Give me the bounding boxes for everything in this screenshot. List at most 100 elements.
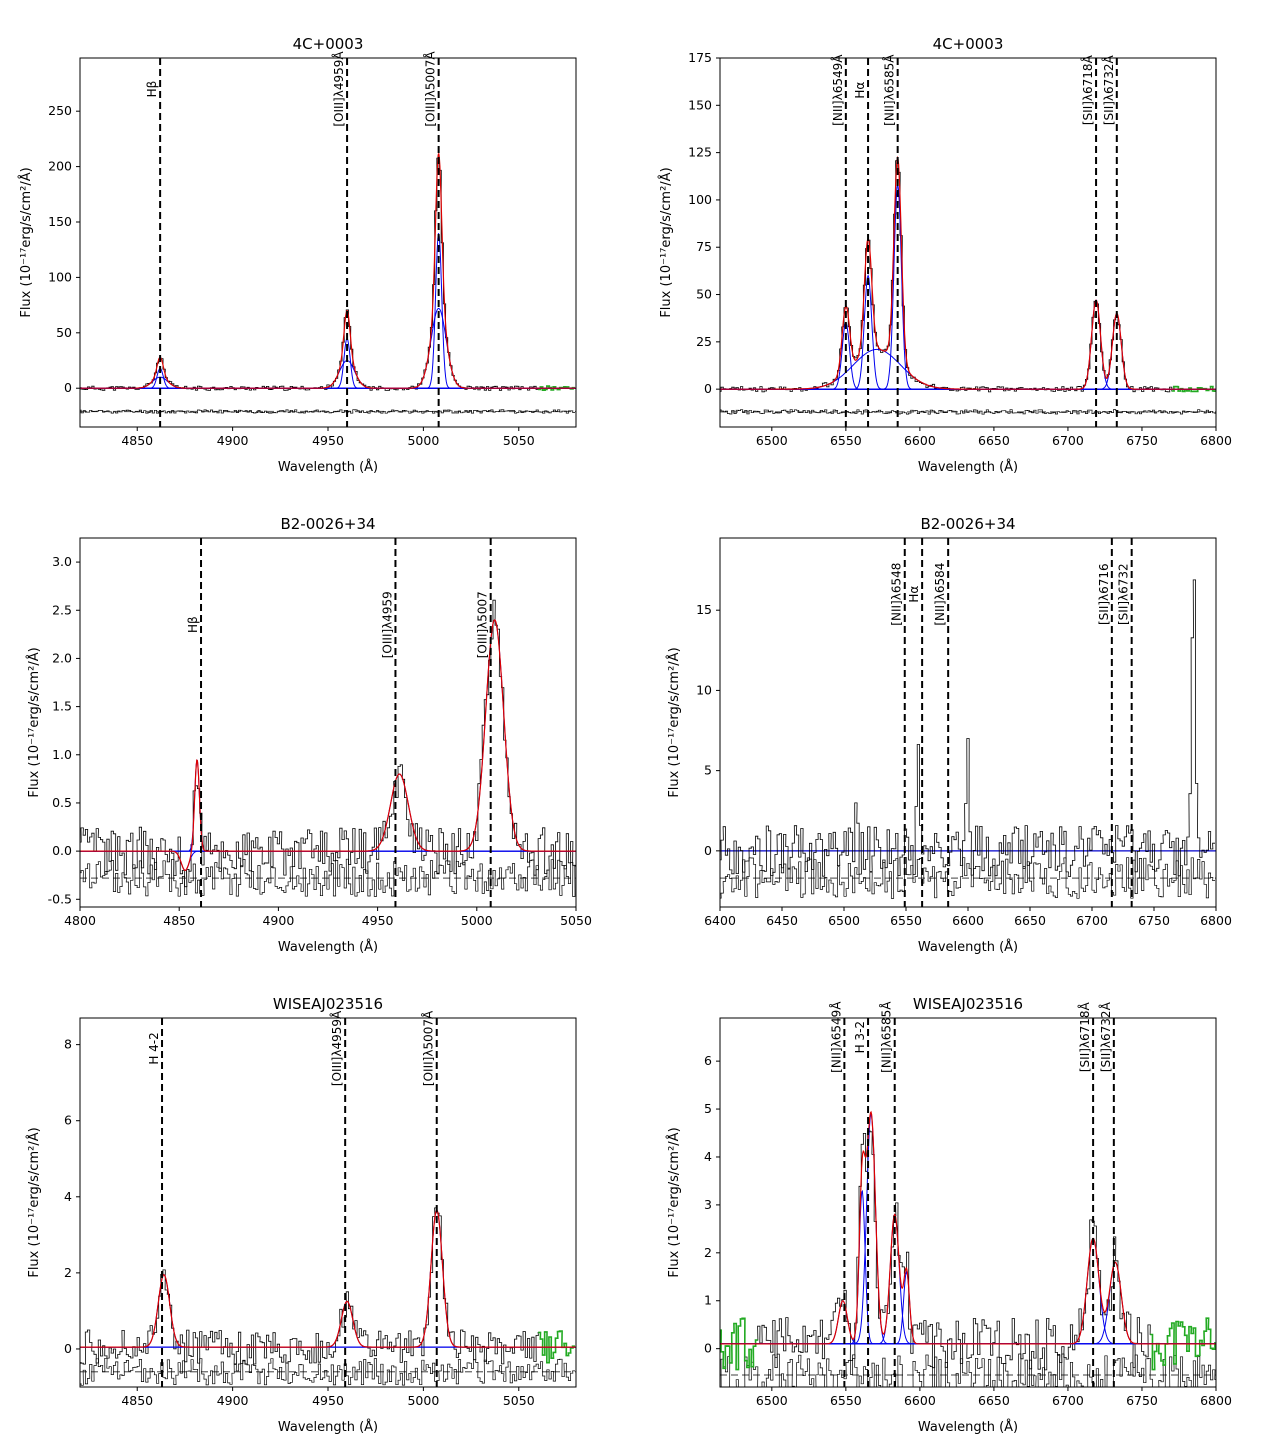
axes-frame xyxy=(719,1017,1217,1388)
y-tick-label-7: 150 xyxy=(688,97,712,112)
plot-area xyxy=(80,599,576,897)
x-tick-label-5: 6700 xyxy=(1052,1393,1084,1408)
y-tick-label-2: 2 xyxy=(64,1265,72,1280)
y-tick-label-5: 8 xyxy=(64,1037,72,1052)
x-tick-label-4: 5000 xyxy=(407,433,439,448)
line-label-5: [SII]λ6732Å xyxy=(1101,54,1116,125)
x-axis-label: Wavelength (Å) xyxy=(278,939,378,955)
x-tick-label-4: 5000 xyxy=(407,1393,439,1408)
x-tick-label-3: 4900 xyxy=(262,913,294,928)
x-tick-label-1: 4850 xyxy=(121,433,153,448)
fit-component-3 xyxy=(720,1111,1216,1345)
axes-frame xyxy=(79,57,577,428)
y-tick-label-3: 4 xyxy=(64,1189,72,1204)
y-tick-label-4: 150 xyxy=(48,214,72,229)
y-tick-label-1: 0 xyxy=(704,1341,712,1356)
x-tick-label-1: 6500 xyxy=(756,1393,788,1408)
y-tick-label-8: 3.0 xyxy=(52,554,72,569)
axes-frame xyxy=(719,57,1217,428)
y-tick-label-6: 2.0 xyxy=(52,650,72,665)
residual-data xyxy=(720,409,1216,415)
fit-component-6 xyxy=(720,312,1216,390)
fit-component-1 xyxy=(720,322,1216,390)
x-tick-label-1: 4800 xyxy=(64,913,96,928)
y-tick-label-5: 4 xyxy=(704,1149,712,1164)
x-tick-label-5: 6600 xyxy=(952,913,984,928)
y-tick-label-1: 0 xyxy=(704,843,712,858)
y-tick-label-3: 10 xyxy=(696,682,712,697)
y-tick-label-3: 2 xyxy=(704,1245,712,1260)
x-tick-label-3: 4950 xyxy=(312,433,344,448)
line-label-3: [OIII]λ5007 xyxy=(476,591,490,658)
line-label-4: [SII]λ6718Å xyxy=(1080,54,1095,125)
x-axis-label: Wavelength (Å) xyxy=(278,459,378,475)
line-label-1: Hβ xyxy=(186,616,200,633)
y-tick-label-1: -0.5 xyxy=(48,891,72,906)
line-label-4: [SII]λ6716 xyxy=(1097,563,1111,625)
line-label-3: [NII]λ6584 xyxy=(933,563,947,626)
fit-component-6 xyxy=(720,1238,1216,1345)
x-tick-label-5: 5000 xyxy=(461,913,493,928)
x-tick-label-3: 6600 xyxy=(904,433,936,448)
fit-component-2 xyxy=(720,274,1216,390)
x-tick-label-5: 5050 xyxy=(503,433,535,448)
x-tick-label-6: 6750 xyxy=(1126,433,1158,448)
x-tick-label-5: 6700 xyxy=(1052,433,1084,448)
chart-title: WISEAJ023516 xyxy=(913,995,1023,1013)
spectrum-data xyxy=(720,160,1216,393)
plot-area xyxy=(720,579,1216,899)
x-tick-label-3: 6600 xyxy=(904,1393,936,1408)
x-tick-label-6: 6650 xyxy=(1014,913,1046,928)
x-tick-label-7: 6700 xyxy=(1076,913,1108,928)
fit-component-2 xyxy=(80,773,576,852)
total-fit xyxy=(80,1209,576,1348)
line-label-2: Hα xyxy=(853,82,867,99)
line-label-3: [OIII]λ5007Å xyxy=(423,51,438,127)
x-tick-label-9: 6800 xyxy=(1200,913,1232,928)
x-axis-label: Wavelength (Å) xyxy=(278,1419,378,1435)
line-label-3: [OIII]λ5007Å xyxy=(421,1010,436,1086)
y-tick-label-5: 200 xyxy=(48,159,72,174)
y-tick-label-2: 5 xyxy=(704,763,712,778)
fit-component-4 xyxy=(720,1214,1216,1345)
spectrum-data xyxy=(80,599,576,888)
line-label-1: H 4-2 xyxy=(147,1032,161,1064)
fit-component-7 xyxy=(720,1261,1216,1345)
y-tick-label-3: 0.5 xyxy=(52,795,72,810)
axes-frame xyxy=(79,537,577,908)
y-tick-label-1: 0 xyxy=(64,380,72,395)
total-fit xyxy=(720,155,1216,390)
y-axis-label: Flux (10⁻¹⁷erg/s/cm²/Å) xyxy=(26,1127,42,1277)
fit-component-5 xyxy=(80,233,576,389)
y-tick-label-2: 0.0 xyxy=(52,843,72,858)
masked-region-2 xyxy=(720,1317,758,1371)
line-label-1: [NII]λ6549Å xyxy=(830,54,845,126)
y-tick-label-2: 50 xyxy=(56,325,72,340)
line-label-2: [OIII]λ4959 xyxy=(380,591,394,658)
y-tick-label-4: 15 xyxy=(696,602,712,617)
x-tick-label-7: 6800 xyxy=(1200,433,1232,448)
fit-component-1 xyxy=(80,1274,576,1348)
y-tick-label-4: 6 xyxy=(64,1113,72,1128)
x-tick-label-4: 6650 xyxy=(978,1393,1010,1408)
y-tick-label-6: 250 xyxy=(48,103,72,118)
chart-panel-6: [NII]λ6549Å H 3-2 [NII]λ6585Å [SII]λ6718Å [S… xyxy=(666,995,1232,1435)
line-label-3: [NII]λ6585Å xyxy=(879,1001,894,1073)
line-label-2: Hα xyxy=(907,586,921,603)
residual-data xyxy=(720,857,1215,899)
spectrum-data xyxy=(80,1207,575,1365)
y-axis-label: Flux (10⁻¹⁷erg/s/cm²/Å) xyxy=(18,167,34,317)
x-tick-label-1: 6500 xyxy=(756,433,788,448)
y-tick-label-2: 1 xyxy=(704,1293,712,1308)
plot-area xyxy=(80,153,576,414)
line-label-5: [SII]λ6732Å xyxy=(1098,1001,1113,1072)
spectrum-data xyxy=(720,1130,1216,1371)
y-tick-label-7: 2.5 xyxy=(52,602,72,617)
y-tick-label-2: 25 xyxy=(696,334,712,349)
chart-title: 4C+0003 xyxy=(933,35,1004,53)
y-tick-label-4: 75 xyxy=(696,239,712,254)
x-axis-label: Wavelength (Å) xyxy=(918,939,1018,955)
chart-panel-5: H 4-2 [OIII]λ4959Å [OIII]λ5007Å 4850 4900 495… xyxy=(26,995,577,1435)
total-fit xyxy=(80,153,576,389)
y-tick-label-5: 100 xyxy=(688,192,712,207)
